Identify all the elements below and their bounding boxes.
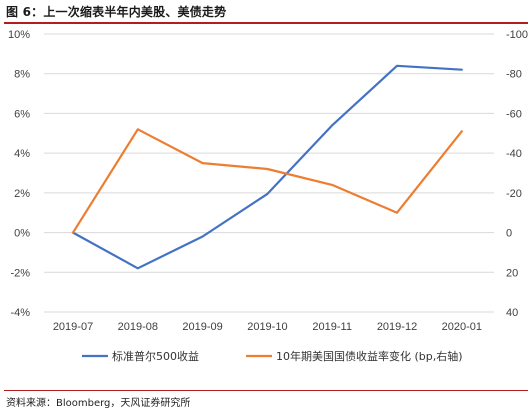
right-axis-ticks: 40 20 0 -20 -40 -60 -80 -100 bbox=[506, 29, 528, 319]
x-tick-label: 2019-10 bbox=[247, 321, 287, 333]
right-tick-label: -100 bbox=[506, 29, 528, 41]
right-tick-label: -40 bbox=[506, 148, 522, 160]
left-tick-label: 0% bbox=[14, 228, 30, 240]
left-tick-label: 2% bbox=[14, 188, 30, 200]
left-tick-label: 6% bbox=[14, 108, 30, 120]
title-rule bbox=[4, 22, 528, 24]
series-line-ust10y bbox=[71, 128, 463, 234]
left-tick-label: 4% bbox=[14, 148, 30, 160]
source-note: 资料来源：Bloomberg，天风证券研究所 bbox=[6, 398, 191, 409]
right-tick-label: 20 bbox=[506, 267, 518, 279]
series-lines bbox=[71, 64, 463, 270]
left-tick-label: 10% bbox=[8, 29, 30, 41]
left-axis-ticks: -4% -2% 0% 2% 4% 6% 8% 10% bbox=[8, 29, 30, 319]
right-tick-label: 40 bbox=[506, 307, 518, 319]
legend-label-ust10y: 10年期美国国债收益率变化 (bp,右轴) bbox=[276, 349, 463, 363]
legend: 标准普尔500收益 10年期美国国债收益率变化 (bp,右轴) bbox=[82, 349, 463, 363]
x-tick-label: 2019-07 bbox=[53, 321, 93, 333]
x-tick-label: 2019-11 bbox=[312, 321, 352, 333]
right-tick-label: -60 bbox=[506, 108, 522, 120]
x-tick-label: 2019-08 bbox=[118, 321, 158, 333]
right-tick-label: -20 bbox=[506, 188, 522, 200]
x-tick-label: 2020-01 bbox=[442, 321, 482, 333]
x-tick-label: 2019-09 bbox=[182, 321, 222, 333]
line-chart: -4% -2% 0% 2% 4% 6% 8% 10% 40 20 0 -20 -40 -60 -80 -10… bbox=[8, 29, 528, 363]
left-tick-label: 8% bbox=[14, 69, 30, 81]
figure-title: 图 6：上一次缩表半年内美股、美债走势 bbox=[6, 5, 227, 19]
legend-label-sp500: 标准普尔500收益 bbox=[112, 349, 199, 363]
right-tick-label: -80 bbox=[506, 69, 522, 81]
left-tick-label: -2% bbox=[10, 267, 30, 279]
x-axis-ticks: 2019-07 2019-08 2019-09 2019-10 2019-11 2019-… bbox=[53, 321, 482, 333]
source-rule bbox=[4, 390, 528, 391]
x-tick-label: 2019-12 bbox=[377, 321, 417, 333]
series-line-sp500 bbox=[71, 64, 463, 270]
left-tick-label: -4% bbox=[10, 307, 30, 319]
right-tick-label: 0 bbox=[506, 228, 512, 240]
